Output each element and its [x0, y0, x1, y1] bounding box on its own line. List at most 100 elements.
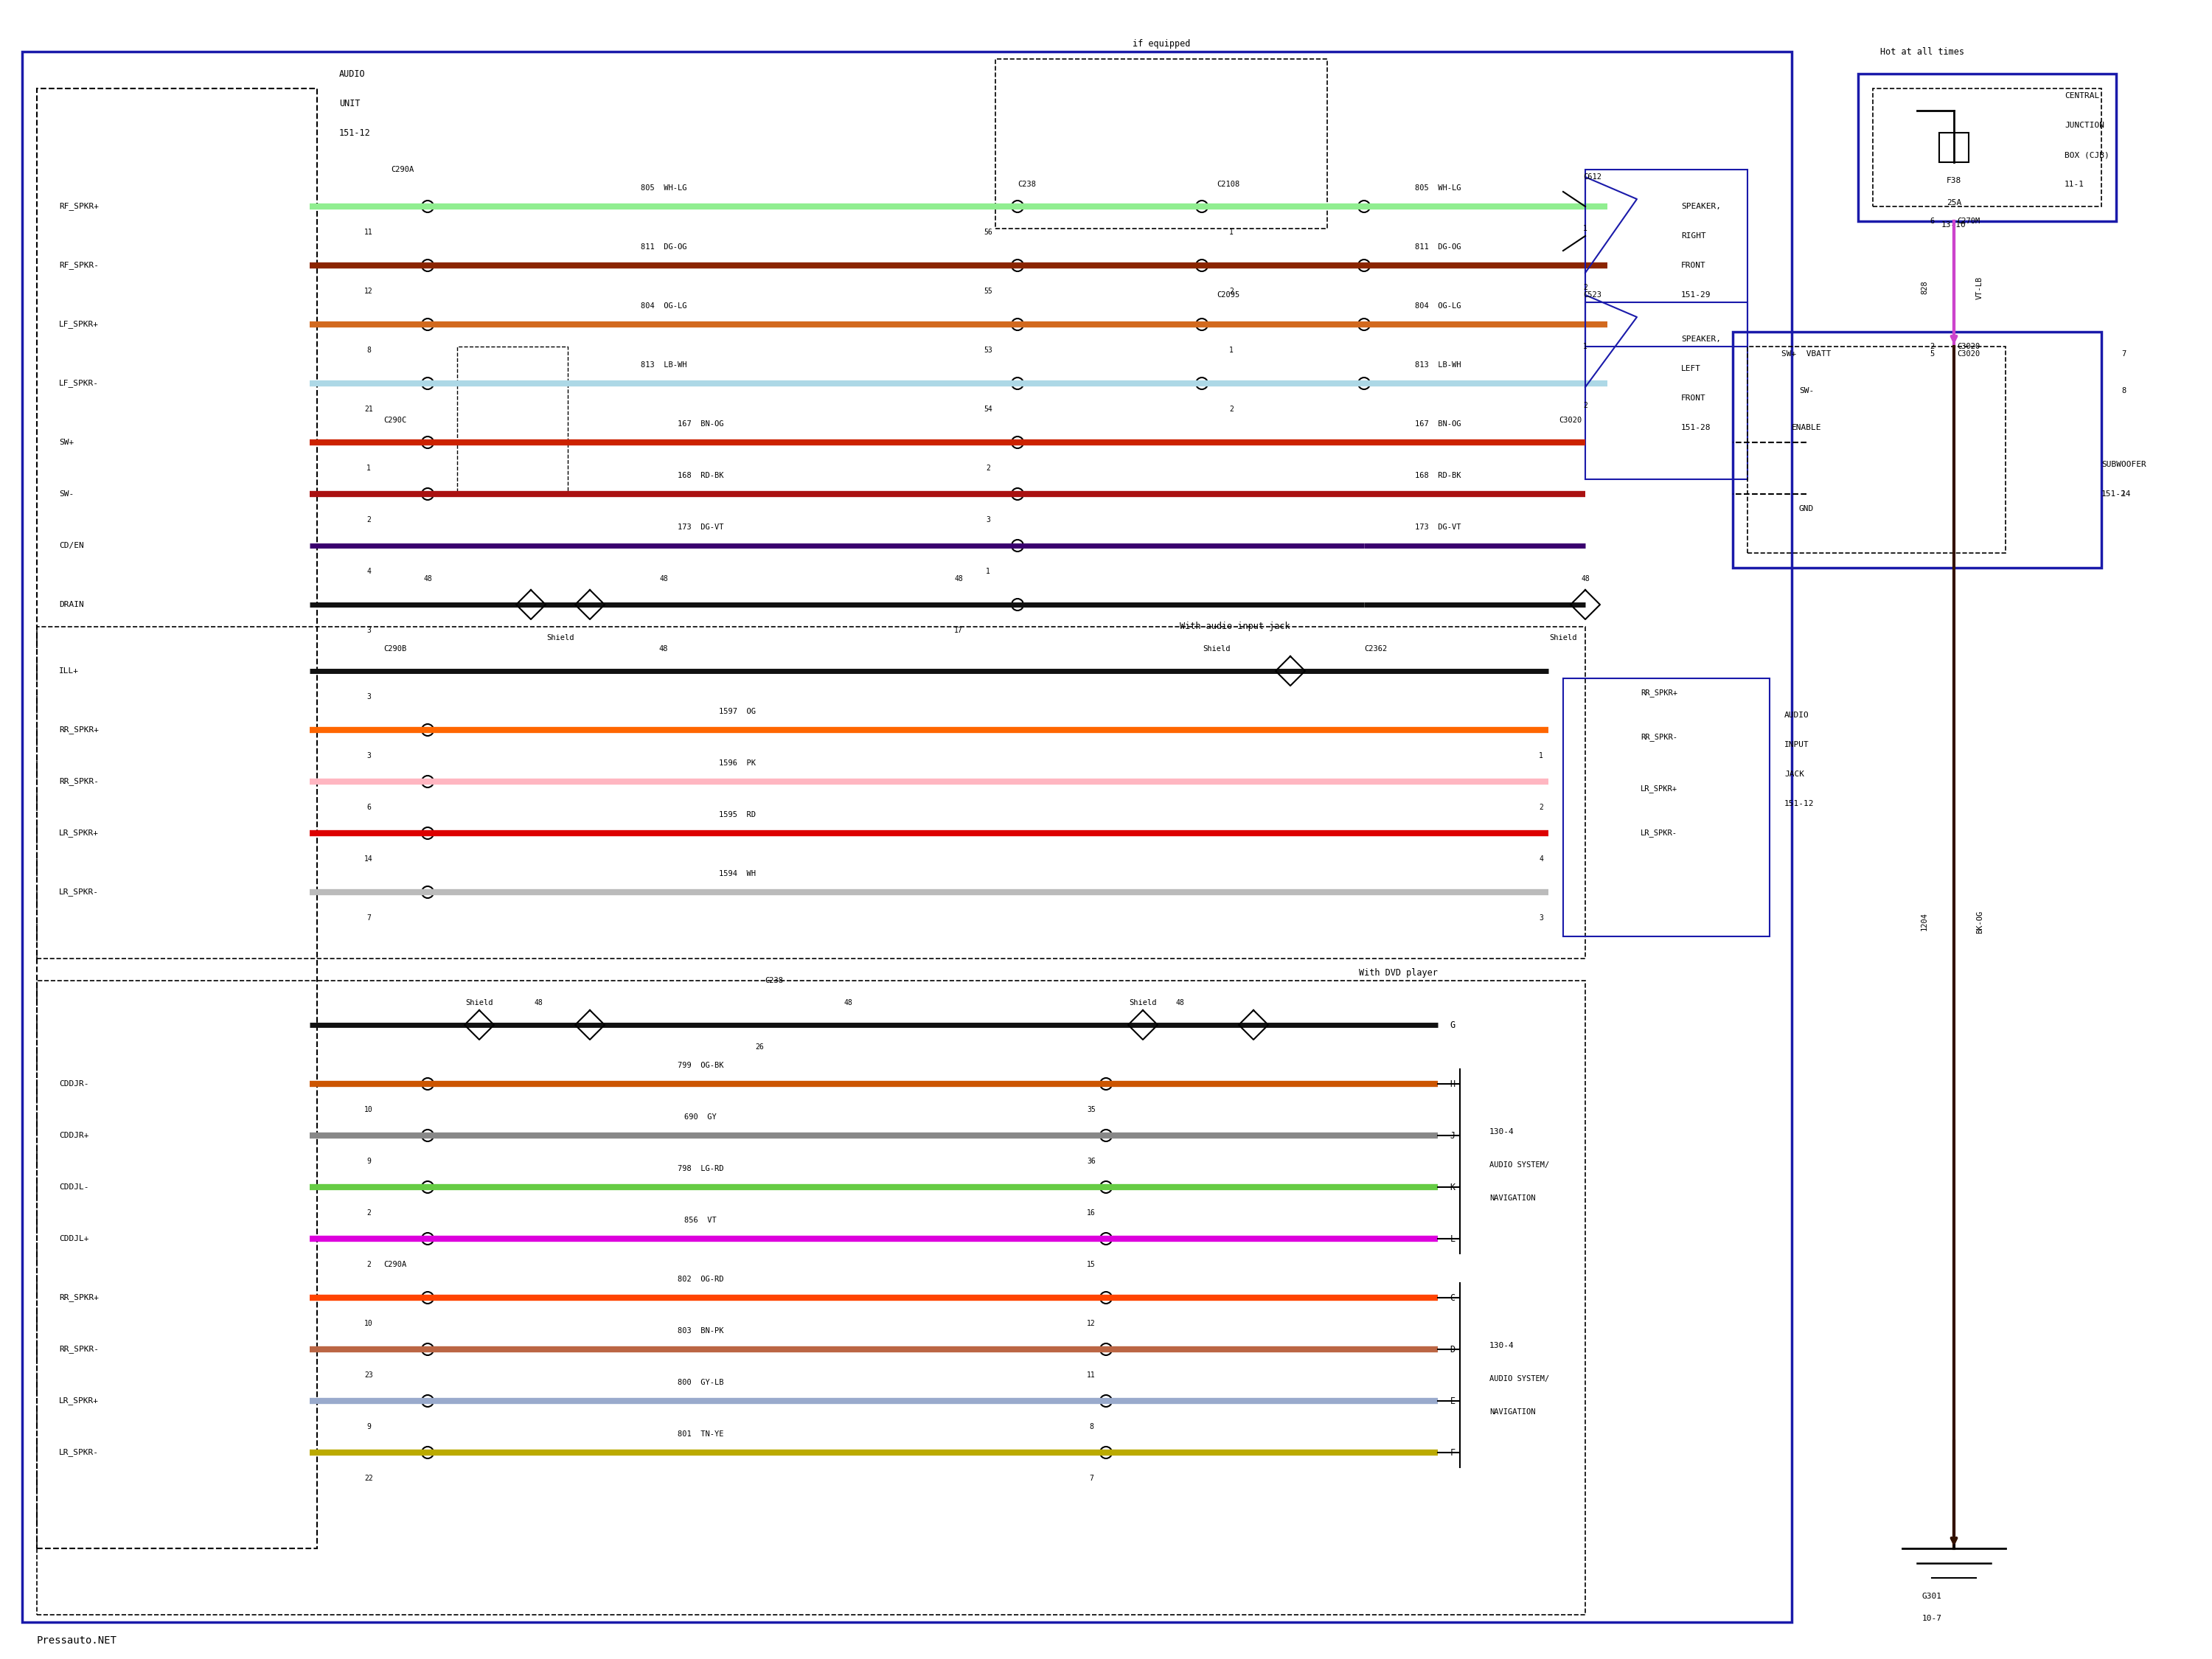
Text: 151-29: 151-29 [1681, 292, 1712, 299]
Text: 7: 7 [1088, 1475, 1093, 1481]
Text: INPUT: INPUT [1785, 742, 1809, 748]
Text: LR_SPKR+: LR_SPKR+ [60, 1397, 100, 1405]
Text: 803  BN-PK: 803 BN-PK [677, 1327, 723, 1334]
Text: 15: 15 [1086, 1261, 1095, 1267]
Text: H: H [1449, 1078, 1455, 1088]
Text: SW-: SW- [1798, 387, 1814, 395]
Text: 2: 2 [1584, 284, 1588, 292]
Text: SPEAKER,: SPEAKER, [1681, 202, 1721, 211]
Text: 8: 8 [367, 347, 372, 353]
Text: C270M: C270M [1958, 217, 1980, 226]
Text: F38: F38 [1947, 178, 1962, 184]
Text: 54: 54 [984, 405, 993, 413]
Text: E: E [1449, 1397, 1455, 1405]
Text: 5: 5 [1929, 350, 1933, 358]
Text: C3020: C3020 [1958, 350, 1980, 358]
Text: RR_SPKR+: RR_SPKR+ [1641, 688, 1677, 697]
Text: 151-12: 151-12 [338, 128, 372, 138]
Text: CDDJR-: CDDJR- [60, 1080, 88, 1088]
Text: 130-4: 130-4 [1489, 1342, 1515, 1349]
Text: 36: 36 [1086, 1158, 1095, 1165]
Text: BOX (CJB): BOX (CJB) [2064, 151, 2110, 159]
Text: SW+: SW+ [60, 438, 73, 446]
Text: 10: 10 [365, 1107, 374, 1113]
Text: C: C [1449, 1292, 1455, 1302]
Text: 2: 2 [367, 1209, 372, 1216]
Text: UNIT: UNIT [338, 98, 361, 108]
Text: 3: 3 [1540, 914, 1544, 922]
Text: 801  TN-YE: 801 TN-YE [677, 1430, 723, 1438]
Text: 25A: 25A [1947, 199, 1962, 206]
Text: 811  DG-OG: 811 DG-OG [1416, 244, 1460, 251]
Text: With DVD player: With DVD player [1358, 969, 1438, 979]
Text: C238: C238 [1018, 181, 1035, 187]
Text: LF_SPKR+: LF_SPKR+ [60, 320, 100, 328]
Text: 151-12: 151-12 [1785, 800, 1814, 808]
Text: 11: 11 [1086, 1372, 1095, 1379]
Text: D: D [1449, 1344, 1455, 1354]
Text: 26: 26 [754, 1044, 763, 1050]
Text: 14: 14 [365, 856, 374, 863]
Text: JACK: JACK [1785, 770, 1805, 778]
Text: C523: C523 [1584, 292, 1601, 299]
Text: ENABLE: ENABLE [1792, 425, 1820, 431]
Text: 2: 2 [1929, 343, 1933, 350]
Text: C3020: C3020 [1559, 416, 1582, 425]
Text: LR_SPKR-: LR_SPKR- [60, 1448, 100, 1457]
Text: 3: 3 [367, 693, 372, 700]
Text: 168  RD-BK: 168 RD-BK [1416, 471, 1460, 479]
Text: 130-4: 130-4 [1489, 1128, 1515, 1135]
Text: LR_SPKR+: LR_SPKR+ [60, 830, 100, 838]
Text: C238: C238 [765, 977, 783, 984]
Text: SW+  VBATT: SW+ VBATT [1781, 350, 1832, 358]
Text: 168  RD-BK: 168 RD-BK [677, 471, 723, 479]
Text: 10-7: 10-7 [1922, 1614, 1942, 1623]
Text: FRONT: FRONT [1681, 262, 1705, 269]
Text: 800  GY-LB: 800 GY-LB [677, 1379, 723, 1387]
Text: 2: 2 [1540, 803, 1544, 811]
Text: ILL+: ILL+ [60, 667, 80, 675]
Text: 7: 7 [367, 914, 372, 922]
Text: C3020: C3020 [1958, 343, 1980, 350]
Text: 1596  PK: 1596 PK [719, 760, 757, 766]
Text: G301: G301 [1922, 1593, 1942, 1599]
Text: 48: 48 [533, 999, 542, 1007]
Text: 690  GY: 690 GY [684, 1113, 717, 1121]
Text: RF_SPKR+: RF_SPKR+ [60, 202, 100, 211]
Text: 805  WH-LG: 805 WH-LG [641, 184, 686, 192]
Text: 1: 1 [987, 567, 991, 576]
Text: 17: 17 [953, 627, 962, 634]
Text: CDDJR+: CDDJR+ [60, 1131, 88, 1140]
Text: 173  DG-VT: 173 DG-VT [1416, 524, 1460, 531]
Text: 2: 2 [987, 465, 991, 471]
Text: 804  OG-LG: 804 OG-LG [1416, 302, 1460, 310]
Text: RR_SPKR-: RR_SPKR- [60, 778, 100, 786]
Text: 3: 3 [987, 516, 991, 524]
Text: 48: 48 [1582, 576, 1590, 582]
Text: C2108: C2108 [1217, 181, 1239, 187]
Text: 811  DG-OG: 811 DG-OG [641, 244, 686, 251]
Text: 6: 6 [1929, 217, 1933, 226]
Text: RR_SPKR-: RR_SPKR- [60, 1345, 100, 1354]
Text: C290B: C290B [383, 645, 407, 652]
Text: C290A: C290A [383, 1261, 407, 1267]
Text: 2: 2 [1584, 401, 1588, 410]
Text: 1: 1 [1584, 343, 1588, 350]
Text: SUBWOOFER: SUBWOOFER [2101, 461, 2146, 468]
Text: 798  LG-RD: 798 LG-RD [677, 1165, 723, 1173]
Text: 13-10: 13-10 [1942, 221, 1966, 229]
Text: C290C: C290C [383, 416, 407, 425]
Text: 2: 2 [1230, 405, 1234, 413]
Text: 48: 48 [422, 576, 431, 582]
Text: GND: GND [1798, 504, 1814, 513]
Text: 802  OG-RD: 802 OG-RD [677, 1276, 723, 1282]
Text: 4: 4 [1540, 856, 1544, 863]
Text: 828: 828 [1920, 280, 1929, 294]
Text: C612: C612 [1584, 173, 1601, 181]
Text: 21: 21 [365, 405, 374, 413]
Text: 11-1: 11-1 [2064, 181, 2084, 187]
Text: G: G [1449, 1020, 1455, 1030]
Text: AUDIO: AUDIO [338, 70, 365, 78]
Text: 48: 48 [659, 576, 668, 582]
Text: 23: 23 [365, 1372, 374, 1379]
